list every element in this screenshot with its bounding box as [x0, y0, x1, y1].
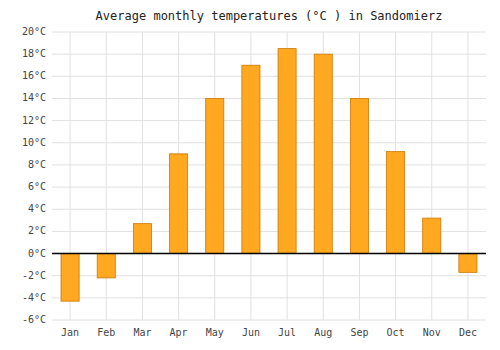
bar [350, 98, 368, 253]
grid-line-y [52, 54, 486, 55]
grid-line-y [52, 98, 486, 99]
x-tick-label: Jul [278, 327, 296, 338]
x-tick-label: Aug [314, 327, 332, 338]
y-tick-label: 12°C [22, 115, 46, 126]
grid-line-y [52, 142, 486, 143]
grid [52, 32, 486, 320]
bars [61, 49, 477, 302]
x-tick-label: Jun [242, 327, 260, 338]
title: Average monthly temperatures (°C ) in Sa… [96, 9, 443, 23]
bar [206, 98, 224, 253]
bar [314, 54, 332, 253]
y-tick-label: 4°C [28, 203, 46, 214]
zero-line [52, 253, 486, 255]
grid-line-y [52, 76, 486, 77]
bar [61, 254, 79, 302]
x-tick-label: Dec [459, 327, 477, 338]
bar [242, 65, 260, 253]
y-tick-label: 14°C [22, 92, 46, 103]
bar [387, 152, 405, 254]
y-tick-label: 8°C [28, 159, 46, 170]
y-tick-label: 16°C [22, 70, 46, 81]
y-tick-label: 0°C [28, 248, 46, 259]
bar [133, 224, 151, 254]
grid-line-y [52, 231, 486, 232]
x-tick-label: Nov [423, 327, 441, 338]
y-tick-label: -4°C [22, 292, 46, 303]
grid-line-y [52, 120, 486, 121]
grid-line-y [52, 209, 486, 210]
bar [170, 154, 188, 254]
grid-line-y [52, 297, 486, 298]
grid-line-y [52, 253, 486, 254]
bar [97, 254, 115, 278]
grid-line-y [52, 32, 486, 33]
y-tick-label: 20°C [22, 26, 46, 37]
grid-line-x [467, 32, 468, 320]
x-tick-label: Oct [387, 327, 405, 338]
y-tick-label: -2°C [22, 270, 46, 281]
y-tick-label: 6°C [28, 181, 46, 192]
bar [278, 49, 296, 254]
grid-line-y [52, 320, 486, 321]
bar [459, 254, 477, 273]
y-tick-label: 18°C [22, 48, 46, 59]
y-tick-label: 2°C [28, 225, 46, 236]
grid-line-y [52, 275, 486, 276]
x-tick-label: Mar [133, 327, 151, 338]
x-tick-label: Apr [170, 327, 188, 338]
chart: -6°C -4°C -2°C 0°C 2°C 4°C 6°C 8°C 10°C 12°C 14°C 1… [0, 0, 500, 350]
x-tick-label: May [206, 327, 224, 338]
x-tick-label: Jan [61, 327, 79, 338]
x-tick-label: Sep [350, 327, 368, 338]
grid-line-x [431, 32, 432, 320]
bar [423, 218, 441, 253]
grid-line-y [52, 164, 486, 165]
grid-line-x [142, 32, 143, 320]
grid-line-y [52, 187, 486, 188]
y-tick-label: 10°C [22, 137, 46, 148]
y-tick-label: -6°C [22, 314, 46, 325]
x-tick-label: Feb [97, 327, 115, 338]
